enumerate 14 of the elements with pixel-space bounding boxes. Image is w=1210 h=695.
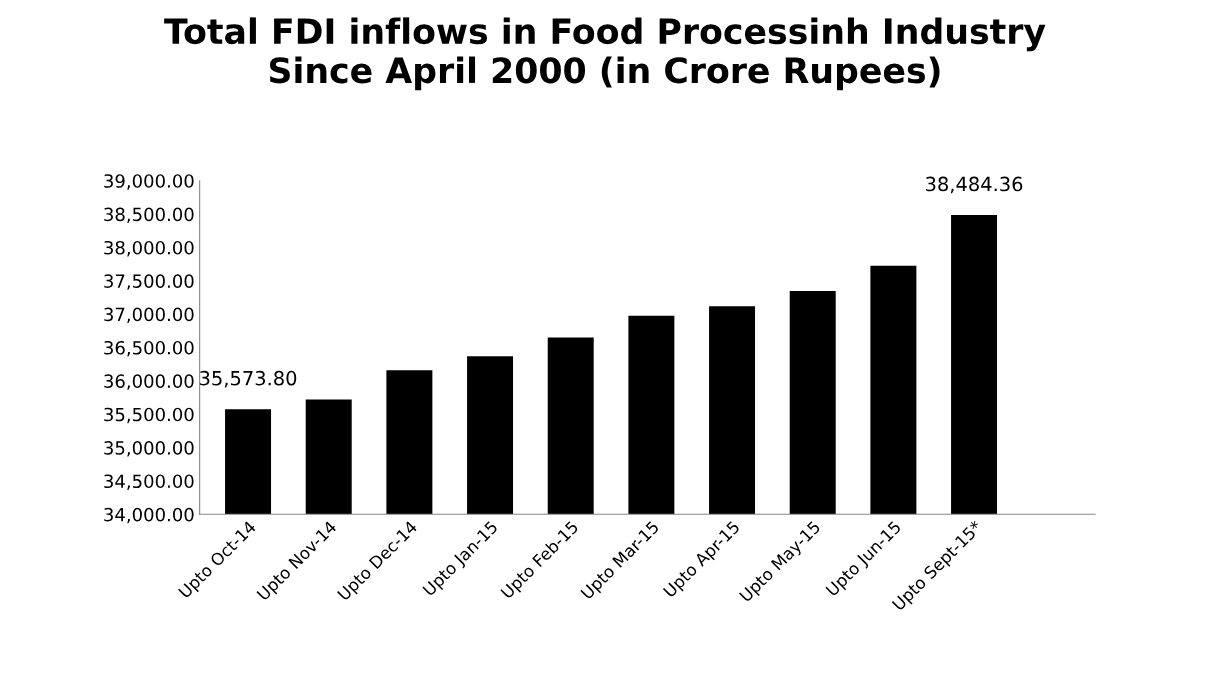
y-tick-label: 36,500.00 [104, 340, 194, 357]
y-tick-label: 35,500.00 [104, 407, 194, 424]
y-tick-label: 37,000.00 [104, 307, 194, 324]
y-tick-label: 37,500.00 [104, 274, 194, 290]
y-tick-label: 36,000.00 [104, 374, 194, 390]
y-tick-label: 34,000.00 [104, 507, 194, 524]
data-label: 35,573.80 [200, 370, 297, 388]
y-tick-label: 35,000.00 [104, 441, 194, 457]
y-tick-label: 38,500.00 [104, 207, 194, 224]
y-tick-label: 38,000.00 [104, 240, 194, 257]
data-label: 38,484.36 [926, 176, 1023, 194]
y-tick-label: 34,500.00 [104, 474, 194, 490]
chart-title: Total FDI inflows in Food Processinh Industry Since April 2000 (in Crore Rupees) [164, 17, 1046, 91]
y-tick-label: 39,000.00 [104, 174, 194, 190]
